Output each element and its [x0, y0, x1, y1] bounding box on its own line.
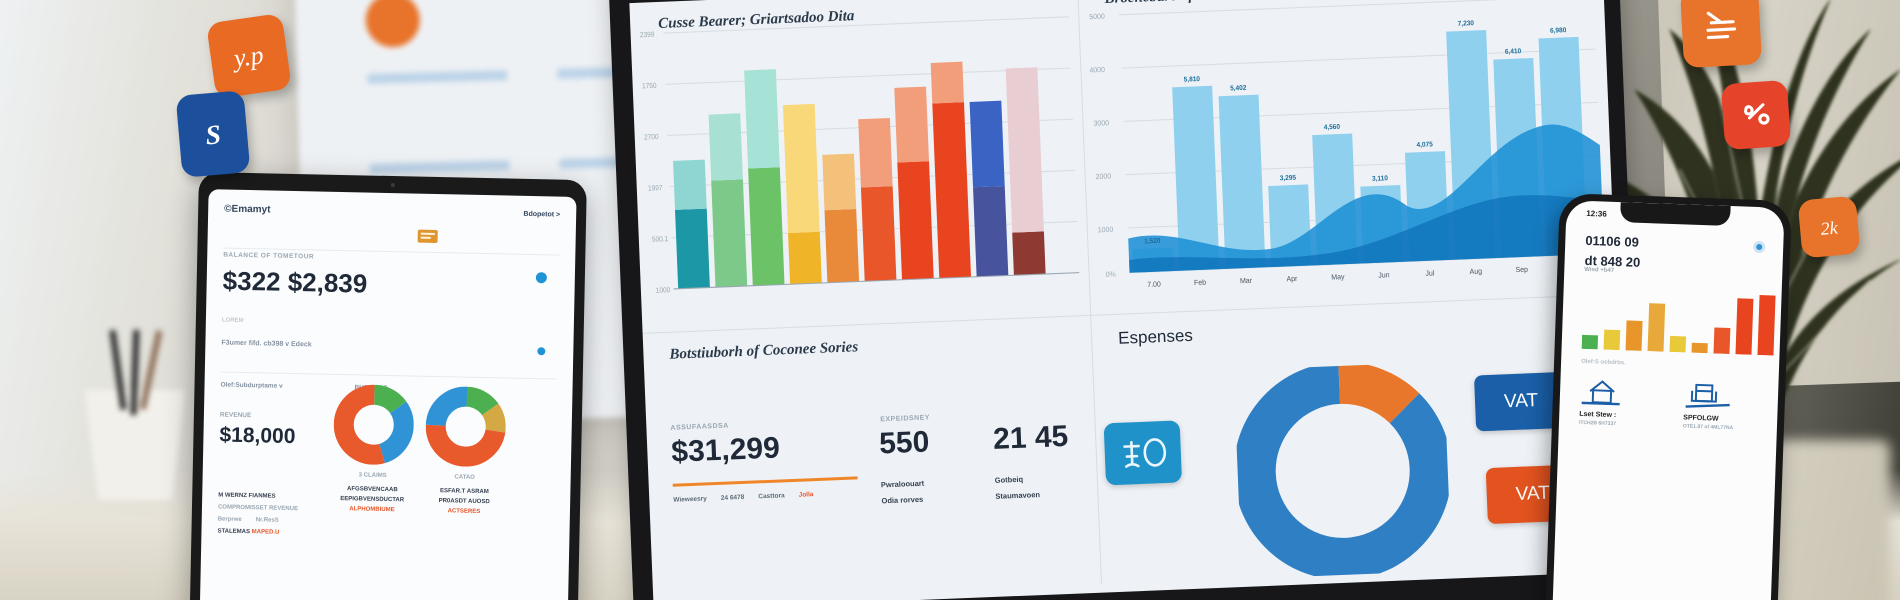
svg-text:7.00: 7.00: [1147, 279, 1161, 289]
svg-text:2399: 2399: [640, 31, 655, 39]
svg-text:6,980: 6,980: [1550, 27, 1567, 35]
svg-text:2000: 2000: [1096, 171, 1112, 181]
svg-text:1000: 1000: [1098, 225, 1114, 235]
svg-text:1750: 1750: [642, 83, 657, 91]
svg-text:1,520: 1,520: [1144, 238, 1161, 246]
svg-text:6,410: 6,410: [1505, 48, 1522, 56]
svg-text:y.p: y.p: [230, 40, 266, 73]
svg-text:3000: 3000: [1093, 118, 1109, 128]
svg-text:2700: 2700: [644, 134, 659, 142]
svg-text:5,402: 5,402: [1230, 85, 1247, 93]
svg-text:1997: 1997: [648, 185, 663, 193]
svg-text:Jul: Jul: [1425, 268, 1435, 278]
svg-text:7,230: 7,230: [1458, 20, 1475, 28]
svg-text:4000: 4000: [1089, 65, 1105, 75]
svg-text:May: May: [1331, 272, 1345, 282]
svg-text:1000: 1000: [656, 287, 671, 295]
svg-text:4,560: 4,560: [1324, 124, 1341, 132]
svg-text:S: S: [204, 119, 222, 150]
svg-text:2k: 2k: [1820, 217, 1840, 238]
svg-text:3,295: 3,295: [1280, 174, 1297, 182]
svg-text:0%: 0%: [1105, 269, 1116, 279]
svg-text:Aug: Aug: [1469, 266, 1482, 276]
svg-text:5000: 5000: [1089, 11, 1105, 21]
svg-text:Sep: Sep: [1515, 264, 1528, 274]
svg-text:Feb: Feb: [1194, 277, 1206, 287]
svg-text:4,075: 4,075: [1416, 141, 1433, 149]
svg-text:500.1: 500.1: [652, 236, 669, 244]
svg-text:Jun: Jun: [1378, 270, 1390, 280]
svg-text:3,110: 3,110: [1372, 175, 1388, 183]
svg-text:Mar: Mar: [1240, 276, 1253, 286]
svg-text:Apr: Apr: [1286, 274, 1298, 284]
svg-text:5,810: 5,810: [1184, 76, 1201, 84]
